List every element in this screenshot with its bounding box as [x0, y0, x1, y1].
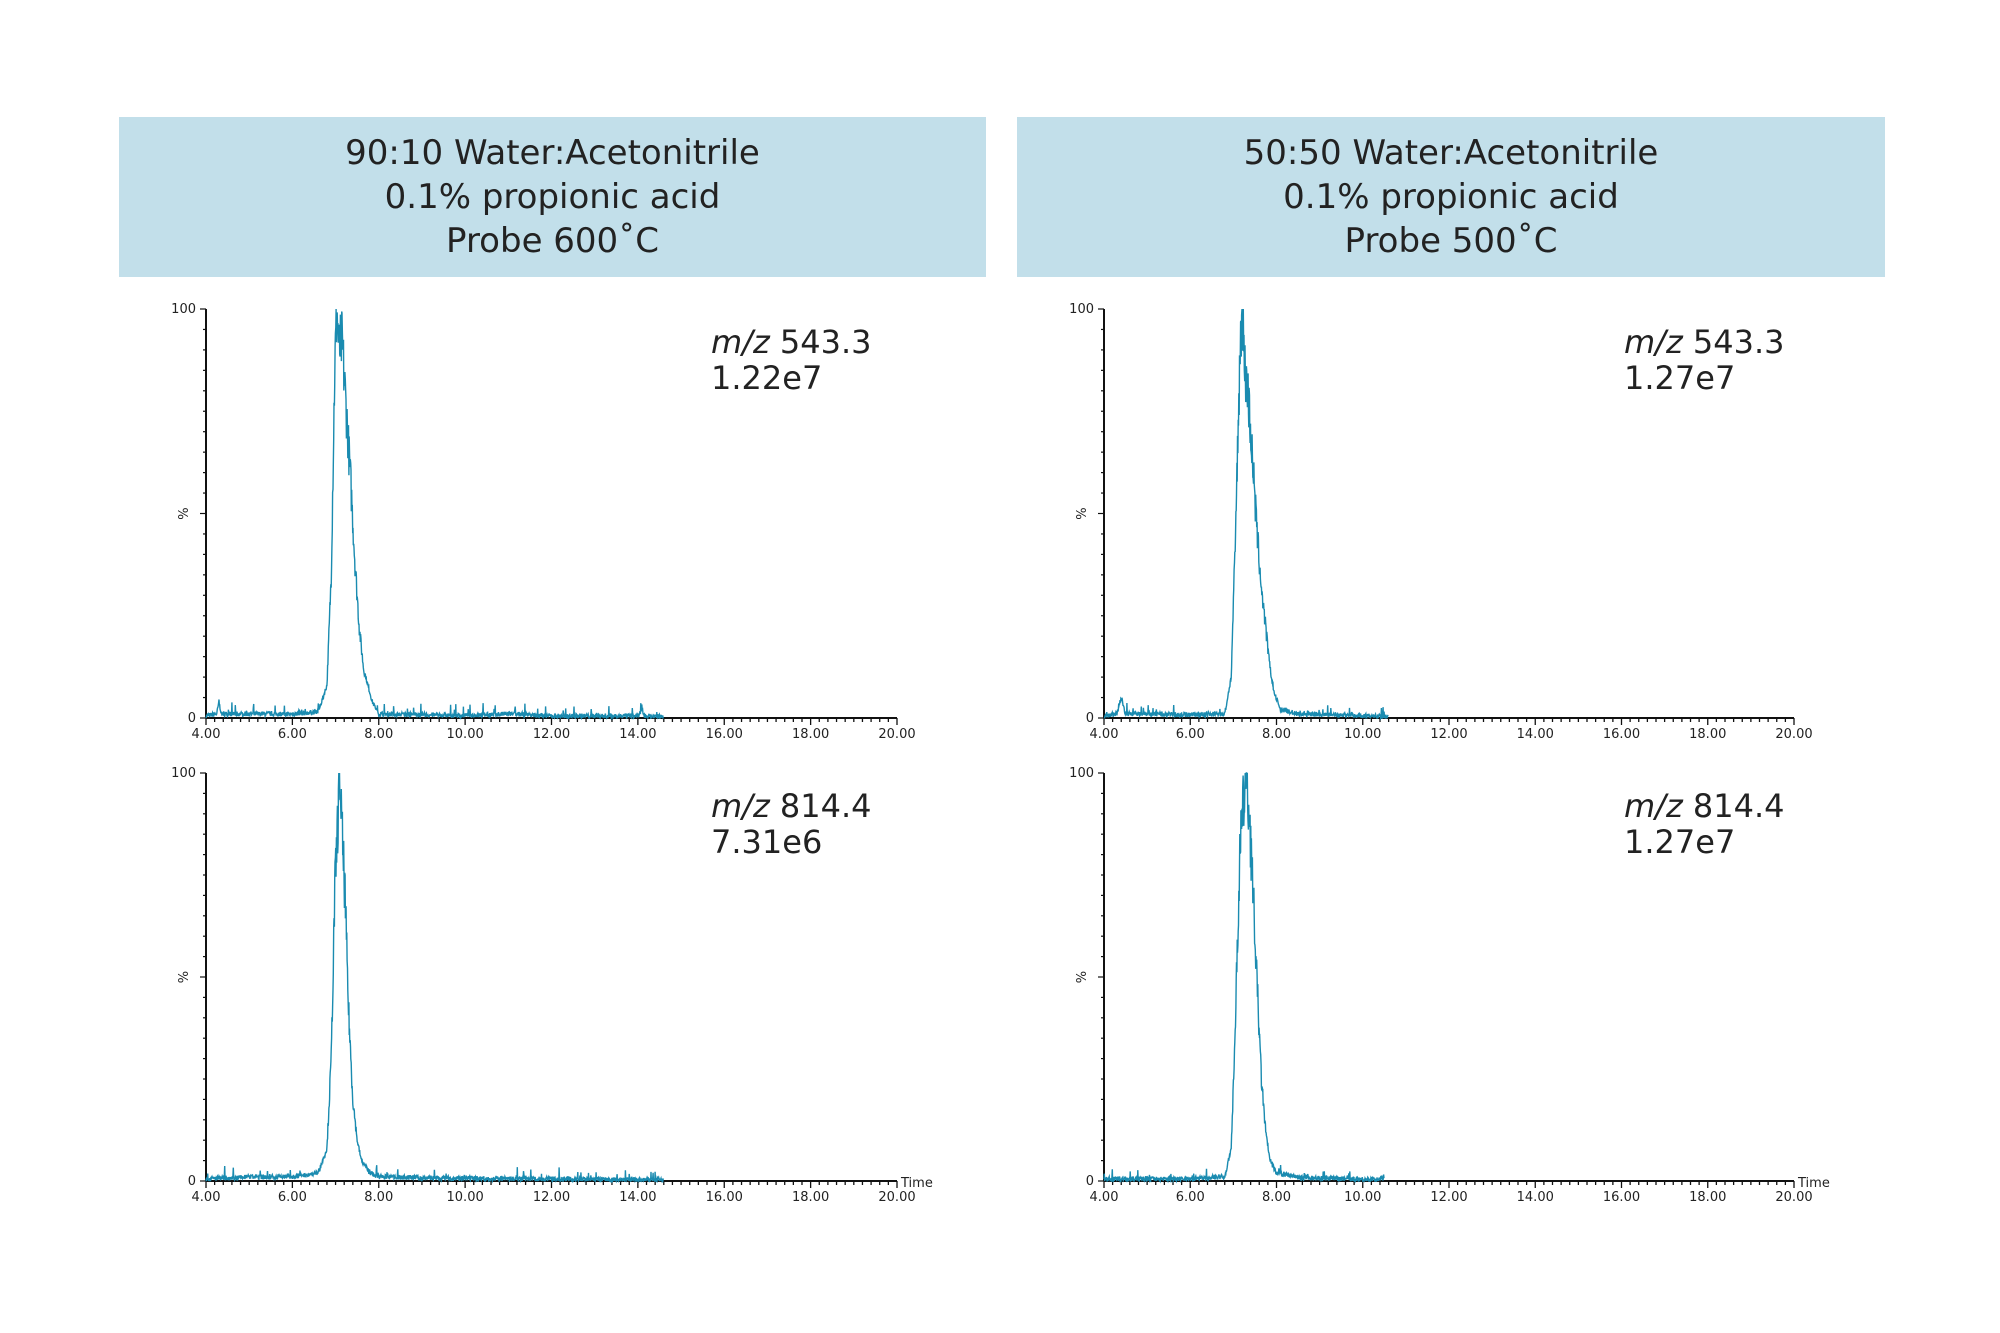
x-tick-label: 12.00 — [1430, 1190, 1467, 1205]
mz-value: 814.4 — [1693, 787, 1785, 825]
x-axis-label: Time — [1797, 1176, 1830, 1191]
x-tick-label: 10.00 — [1344, 727, 1381, 742]
x-tick-label: 18.00 — [1689, 727, 1726, 742]
chromatogram-trace — [1103, 308, 1389, 721]
header-line: Probe 600˚C — [446, 221, 659, 261]
x-tick-label: 20.00 — [878, 727, 915, 742]
y-tick-label: 0 — [1086, 711, 1094, 726]
mz-prefix: m/z — [1624, 787, 1693, 825]
chromatogram-trace — [205, 308, 664, 721]
y-axis-label: % — [1075, 971, 1090, 983]
x-tick-label: 18.00 — [792, 1190, 829, 1205]
y-tick-label: 100 — [1069, 302, 1094, 317]
header-line: Probe 500˚C — [1344, 221, 1558, 261]
chromatogram-trace — [1103, 772, 1385, 1184]
mz-value: 543.3 — [780, 323, 872, 361]
x-tick-label: 10.00 — [1344, 1190, 1381, 1205]
x-tick-label: 18.00 — [792, 727, 829, 742]
chart-top-right: 4.00 6.00 8.00 10.00 12.00 14.00 16.00 18.00 20.… — [1069, 302, 1812, 742]
mass-label: m/z 814.4 — [711, 787, 872, 825]
x-tick-label: 14.00 — [619, 727, 656, 742]
mz-prefix: m/z — [711, 787, 780, 825]
y-tick-label: 0 — [188, 711, 196, 726]
condition-header-right: 50:50 Water:Acetonitrile 0.1% propionic … — [1017, 117, 1885, 277]
x-tick-label: 14.00 — [1517, 727, 1554, 742]
intensity-label: 1.27e7 — [1624, 359, 1735, 397]
mz-prefix: m/z — [1624, 323, 1693, 361]
x-tick-label: 18.00 — [1689, 1190, 1726, 1205]
x-tick-label: 6.00 — [1176, 1190, 1205, 1205]
x-tick-label: 8.00 — [1262, 727, 1291, 742]
x-tick-label: 6.00 — [1176, 727, 1205, 742]
mz-value: 814.4 — [780, 787, 872, 825]
x-tick-label: 6.00 — [278, 727, 307, 742]
chart-bottom-right: 4.00 6.00 8.00 10.00 12.00 14.00 16.00 18.00 20.… — [1069, 766, 1830, 1205]
mass-label: m/z 543.3 — [711, 323, 872, 361]
x-tick-label: 10.00 — [447, 1190, 484, 1205]
mz-prefix: m/z — [711, 323, 780, 361]
y-axis-label: % — [177, 971, 192, 983]
header-line: 0.1% propionic acid — [1283, 177, 1619, 217]
x-tick-label: 6.00 — [278, 1190, 307, 1205]
x-tick-label: 10.00 — [447, 727, 484, 742]
y-tick-label: 100 — [171, 302, 196, 317]
mz-value: 543.3 — [1693, 323, 1785, 361]
chart-top-left: 4.00 6.00 8.00 10.00 12.00 14.00 16.00 18.00 20.… — [171, 302, 915, 742]
x-tick-label: 12.00 — [533, 1190, 570, 1205]
header-line: 50:50 Water:Acetonitrile — [1243, 133, 1659, 173]
x-tick-label: 4.00 — [1090, 727, 1119, 742]
x-tick-label: 16.00 — [706, 727, 743, 742]
x-tick-label: 16.00 — [706, 1190, 743, 1205]
y-axis-label: % — [1075, 507, 1090, 519]
chromatogram-trace — [205, 772, 665, 1184]
chart-bottom-left: 4.00 6.00 8.00 10.00 12.00 14.00 16.00 18.00 20.… — [171, 766, 933, 1205]
x-tick-label: 4.00 — [192, 1190, 221, 1205]
x-axis-label: Time — [900, 1176, 933, 1191]
x-tick-label: 20.00 — [878, 1190, 915, 1205]
y-tick-label: 0 — [1086, 1174, 1094, 1189]
x-tick-label: 12.00 — [1430, 727, 1467, 742]
x-tick-label: 8.00 — [364, 727, 393, 742]
x-tick-label: 14.00 — [1517, 1190, 1554, 1205]
x-tick-label: 4.00 — [192, 727, 221, 742]
intensity-label: 7.31e6 — [711, 823, 822, 861]
x-tick-label: 8.00 — [364, 1190, 393, 1205]
y-tick-label: 0 — [188, 1174, 196, 1189]
header-line: 90:10 Water:Acetonitrile — [345, 133, 760, 173]
x-tick-label: 16.00 — [1603, 727, 1640, 742]
y-tick-label: 100 — [171, 766, 196, 781]
x-tick-label: 8.00 — [1262, 1190, 1291, 1205]
intensity-label: 1.22e7 — [711, 359, 822, 397]
x-tick-label: 4.00 — [1090, 1190, 1119, 1205]
mass-label: m/z 543.3 — [1624, 323, 1785, 361]
x-tick-label: 14.00 — [619, 1190, 656, 1205]
y-axis-label: % — [177, 507, 192, 519]
header-line: 0.1% propionic acid — [384, 177, 721, 217]
condition-header-left: 90:10 Water:Acetonitrile 0.1% propionic … — [119, 117, 986, 277]
y-tick-label: 100 — [1069, 766, 1094, 781]
x-tick-label: 16.00 — [1603, 1190, 1640, 1205]
mass-label: m/z 814.4 — [1624, 787, 1785, 825]
intensity-label: 1.27e7 — [1624, 823, 1735, 861]
x-tick-label: 20.00 — [1775, 1190, 1812, 1205]
x-tick-label: 12.00 — [533, 727, 570, 742]
x-tick-label: 20.00 — [1775, 727, 1812, 742]
